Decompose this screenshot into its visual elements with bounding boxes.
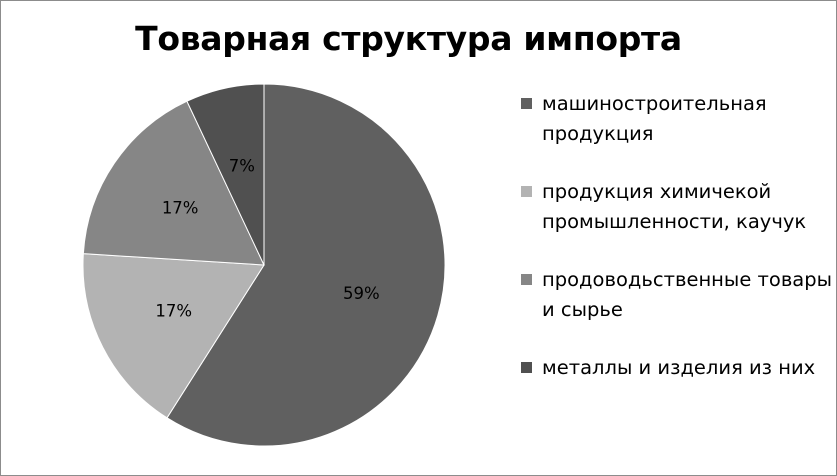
pie-slice-0 (166, 83, 446, 447)
legend-label-2: продоводьственные товары и сырье (542, 268, 833, 321)
slice-data-label-0: 59% (343, 284, 380, 303)
chart-title: Товарная структура импорта (135, 19, 682, 58)
pie-slice-1 (82, 253, 265, 419)
legend-swatch-2 (521, 274, 532, 285)
slice-data-label-1: 17% (155, 302, 192, 321)
slice-data-label-3: 7% (229, 157, 255, 176)
slice-data-label-2: 17% (162, 199, 199, 218)
legend-label-1: продукция химичекой промышленности, кауч… (542, 180, 807, 233)
pie-slice-2 (82, 100, 265, 266)
legend-label-3: металлы и изделия из них (542, 356, 816, 379)
legend-label-0: машиностроительная продукция (542, 92, 767, 145)
pie-slice-3 (186, 83, 265, 266)
legend-swatch-3 (521, 362, 532, 373)
legend-swatch-0 (521, 98, 532, 109)
legend-swatch-1 (521, 186, 532, 197)
